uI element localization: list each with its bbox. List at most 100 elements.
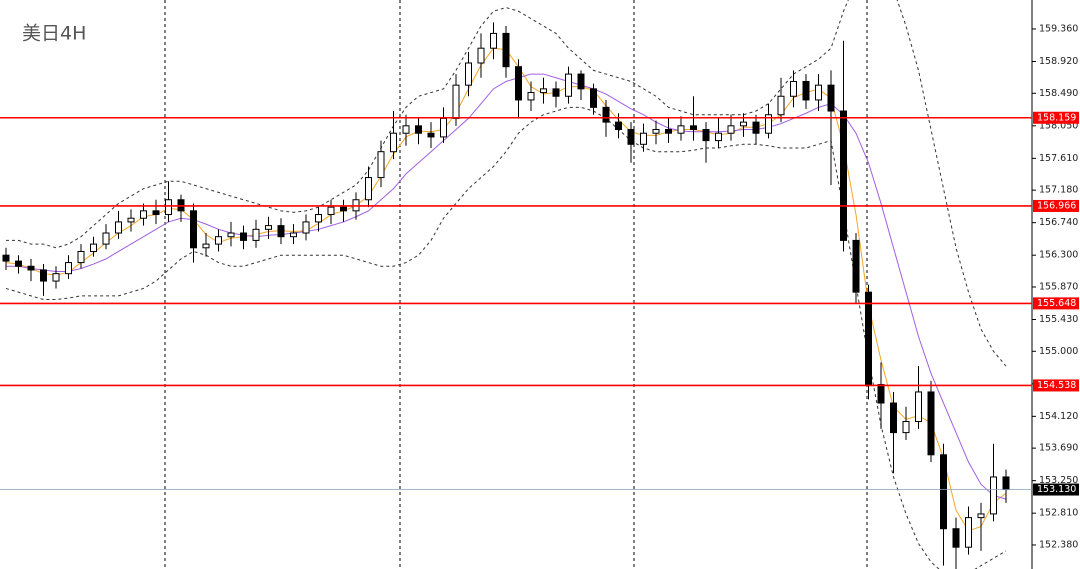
candle-body bbox=[952, 528, 960, 548]
candle-body bbox=[715, 132, 722, 142]
level-label-box bbox=[1033, 111, 1079, 124]
level-label-box bbox=[1033, 379, 1079, 392]
candle-body bbox=[515, 66, 522, 101]
candle-body bbox=[102, 232, 110, 245]
candle-body bbox=[302, 221, 310, 234]
candle-body bbox=[902, 421, 910, 434]
candle-body bbox=[252, 228, 260, 241]
candle-body bbox=[52, 273, 60, 282]
candle-body bbox=[15, 260, 22, 267]
level-label-box bbox=[1033, 199, 1079, 212]
y-tick-label: 153.690 bbox=[1039, 443, 1078, 454]
y-tick-label: 158.490 bbox=[1039, 88, 1078, 99]
candle-body bbox=[702, 129, 710, 142]
candle-body bbox=[215, 236, 222, 245]
candle-body bbox=[240, 232, 247, 241]
y-tick-label: 155.000 bbox=[1039, 346, 1078, 357]
candle-body bbox=[227, 232, 235, 238]
y-tick-label: 157.180 bbox=[1039, 185, 1078, 196]
y-tick-label: 158.050 bbox=[1039, 120, 1078, 131]
candle-body bbox=[40, 269, 47, 282]
level-label: 155.648 bbox=[1037, 298, 1076, 309]
y-tick-label: 158.920 bbox=[1039, 56, 1078, 67]
y-tick-label: 159.360 bbox=[1039, 23, 1078, 34]
candle-body bbox=[190, 210, 197, 249]
y-tick-label: 155.430 bbox=[1039, 314, 1078, 325]
candle-body bbox=[490, 32, 497, 49]
candle-body bbox=[90, 243, 97, 252]
candle-body bbox=[640, 132, 647, 145]
last-price-box bbox=[1033, 483, 1079, 496]
candle-body bbox=[452, 84, 460, 119]
candle-body bbox=[327, 206, 335, 216]
candle-body bbox=[377, 151, 385, 179]
candle-body bbox=[290, 232, 297, 238]
y-tick-label: 153.250 bbox=[1039, 475, 1078, 486]
candle-body bbox=[127, 217, 135, 223]
candle-body bbox=[990, 476, 997, 515]
candle-body bbox=[402, 125, 410, 134]
candle-body bbox=[440, 117, 447, 138]
plot-area bbox=[2, 0, 1010, 569]
level-label-box bbox=[1033, 297, 1079, 310]
candle-body bbox=[927, 391, 935, 456]
candle-body bbox=[940, 454, 947, 530]
candle-body bbox=[340, 206, 347, 212]
candle-body bbox=[690, 125, 697, 131]
y-tick-label: 154.120 bbox=[1039, 411, 1078, 422]
y-tick-label: 156.740 bbox=[1039, 217, 1078, 228]
candle-body bbox=[27, 265, 35, 271]
level-label: 156.966 bbox=[1037, 200, 1076, 211]
candle-body bbox=[915, 391, 922, 423]
candle-body bbox=[77, 250, 85, 264]
candle-body bbox=[840, 110, 847, 241]
candle-body bbox=[502, 32, 510, 68]
candle-body bbox=[677, 125, 685, 134]
candle-body bbox=[265, 225, 272, 230]
y-tick-label: 156.300 bbox=[1039, 250, 1078, 261]
candle-body bbox=[315, 214, 322, 223]
candle-body bbox=[277, 225, 285, 238]
candle-body bbox=[202, 243, 210, 249]
candle-body bbox=[415, 125, 422, 134]
y-tick-label: 157.610 bbox=[1039, 153, 1078, 164]
candle-body bbox=[740, 121, 747, 127]
candle-body bbox=[865, 291, 872, 386]
candle-body bbox=[815, 84, 822, 101]
candle-body bbox=[890, 402, 897, 434]
series-line bbox=[5, 106, 1007, 569]
y-tick-label: 155.870 bbox=[1039, 281, 1078, 292]
candle-body bbox=[365, 177, 372, 201]
chart-title: 美日4H bbox=[22, 23, 86, 45]
candle-body bbox=[115, 221, 122, 234]
candle-body bbox=[665, 129, 672, 134]
candle-body bbox=[1002, 476, 1010, 491]
candle-body bbox=[802, 80, 810, 101]
y-tick-label: 152.380 bbox=[1039, 539, 1078, 550]
candle-body bbox=[577, 73, 585, 90]
candle-body bbox=[627, 129, 635, 145]
candle-body bbox=[540, 88, 547, 94]
candle-body bbox=[790, 80, 797, 97]
candle-body bbox=[977, 513, 985, 519]
candle-body bbox=[777, 95, 785, 116]
candle-body bbox=[165, 199, 172, 216]
candle-body bbox=[827, 84, 835, 112]
candle-body bbox=[427, 132, 435, 138]
candle-body bbox=[752, 121, 760, 134]
candle-body bbox=[965, 517, 972, 548]
candle-body bbox=[852, 239, 860, 293]
series-line bbox=[6, 0, 1007, 367]
time-separators bbox=[164, 0, 868, 569]
level-label: 158.159 bbox=[1037, 112, 1076, 123]
y-tick-label: 152.810 bbox=[1039, 508, 1078, 519]
candle-body bbox=[140, 210, 147, 219]
candle-body bbox=[727, 125, 735, 134]
candle-body bbox=[152, 210, 160, 216]
candle-body bbox=[765, 114, 772, 134]
candle-body bbox=[877, 384, 885, 404]
candle-body bbox=[477, 47, 485, 64]
candle-body bbox=[652, 129, 660, 134]
